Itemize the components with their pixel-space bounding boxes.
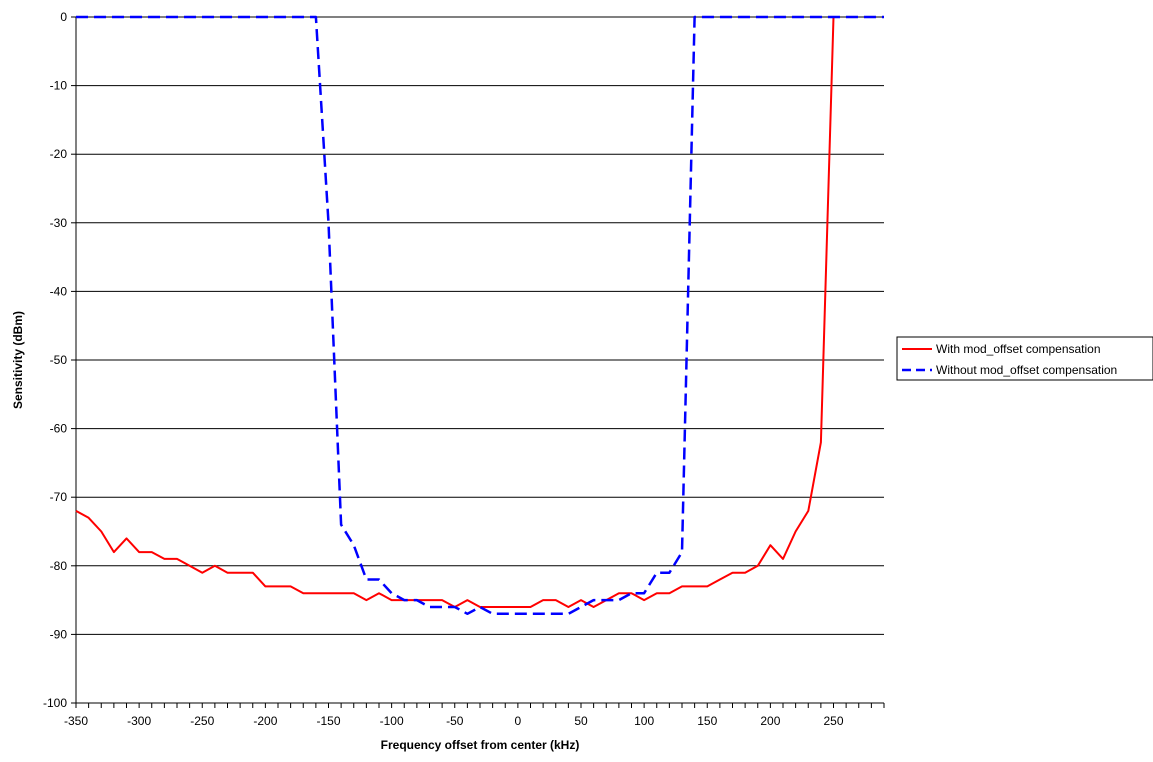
y-tick-label: -100: [43, 696, 67, 710]
x-tick-label: 150: [697, 714, 717, 728]
legend-label-without-compensation: Without mod_offset compensation: [936, 363, 1117, 377]
x-tick-label: 200: [760, 714, 780, 728]
y-tick-label: -70: [50, 490, 68, 504]
y-tick-label: -10: [50, 79, 68, 93]
series-layer: [75, 15, 884, 616]
y-tick-label: -20: [50, 147, 68, 161]
y-axis: 0 -10 -20 -30 -40 -50 -60 -70 -80 -90 -100: [43, 10, 77, 710]
x-tick-label: -250: [190, 714, 214, 728]
x-tick-label: 50: [574, 714, 588, 728]
x-tick-label: -200: [253, 714, 277, 728]
x-axis: -350 -300 -250 -200 -150 -100 -50 0 50 100 150 200 2…: [64, 702, 885, 728]
legend-label-with-compensation: With mod_offset compensation: [936, 342, 1101, 356]
x-tick-label: 250: [823, 714, 843, 728]
x-tick-label: 100: [634, 714, 654, 728]
y-tick-label: -30: [50, 216, 68, 230]
x-tick-label: -350: [64, 714, 88, 728]
series-line-without-compensation: [76, 15, 884, 616]
y-tick-label: -90: [50, 627, 68, 641]
x-tick-label: 0: [515, 714, 522, 728]
x-axis-title: Frequency offset from center (kHz): [381, 738, 580, 752]
y-tick-label: 0: [60, 10, 67, 24]
y-axis-title: Sensitivity (dBm): [11, 311, 25, 409]
x-tick-label: -300: [127, 714, 151, 728]
y-tick-label: -40: [50, 284, 68, 298]
x-tick-label: -100: [380, 714, 404, 728]
legend-box: [896, 336, 1153, 381]
legend: With mod_offset compensation Without mod…: [896, 336, 1153, 381]
series-line-with-compensation: [75, 16, 835, 608]
y-tick-label: -60: [50, 422, 68, 436]
grid-lines: [76, 16, 884, 635]
x-tick-label: -50: [446, 714, 464, 728]
y-tick-label: -80: [50, 559, 68, 573]
y-tick-label: -50: [50, 353, 68, 367]
x-tick-label: -150: [316, 714, 340, 728]
